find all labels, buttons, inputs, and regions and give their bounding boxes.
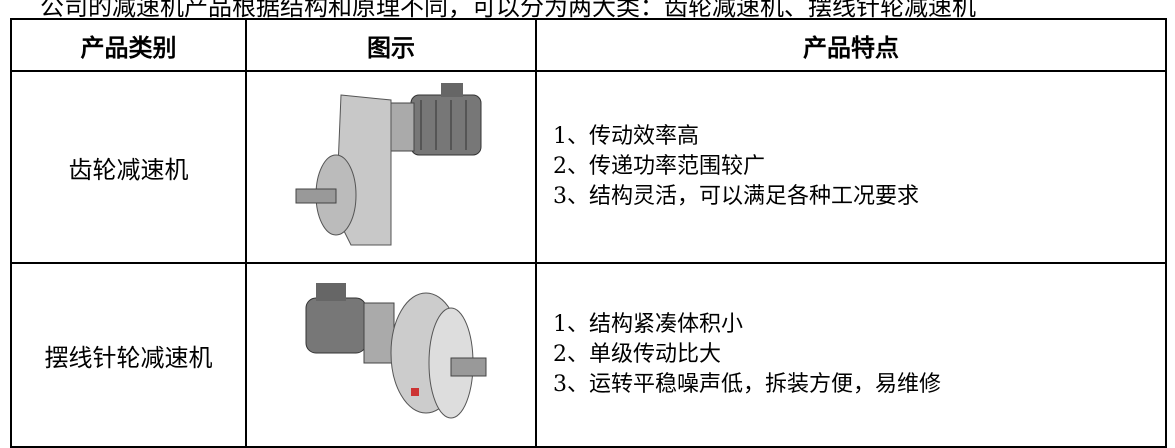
- category-cell: 齿轮减速机: [10, 70, 247, 264]
- image-cell: [245, 262, 537, 448]
- image-cell: [245, 70, 537, 264]
- feature-item: 1、结构紧凑体积小: [553, 312, 743, 337]
- feature-item: 2、单级传动比大: [553, 342, 721, 367]
- features-cell: 1、结构紧凑体积小 2、单级传动比大 3、运转平稳噪声低，拆装方便，易维修: [535, 262, 1167, 448]
- header-cell: 产品特点: [535, 18, 1167, 72]
- feature-item: 3、运转平稳噪声低，拆装方便，易维修: [553, 372, 941, 397]
- feature-item: 3、结构灵活，可以满足各种工况要求: [553, 184, 919, 209]
- intro-text: 公司的减速机产品根据结构和原理不同，可以分为两大类：齿轮减速机、摆线针轮减速机: [40, 0, 976, 21]
- category-cell: 摆线针轮减速机: [10, 262, 247, 448]
- cycloidal-reducer-image: [305, 283, 487, 419]
- product-table: 产品类别 图示 产品特点 齿轮减速机 1、传动效率高 2、传递功率范围较广 3、…: [10, 18, 1167, 448]
- gear-reducer-image: [295, 83, 482, 246]
- feature-item: 1、传动效率高: [553, 124, 699, 149]
- header-cell: 图示: [245, 18, 537, 72]
- feature-item: 2、传递功率范围较广: [553, 154, 765, 179]
- header-cell: 产品类别: [10, 18, 247, 72]
- features-cell: 1、传动效率高 2、传递功率范围较广 3、结构灵活，可以满足各种工况要求: [535, 70, 1167, 264]
